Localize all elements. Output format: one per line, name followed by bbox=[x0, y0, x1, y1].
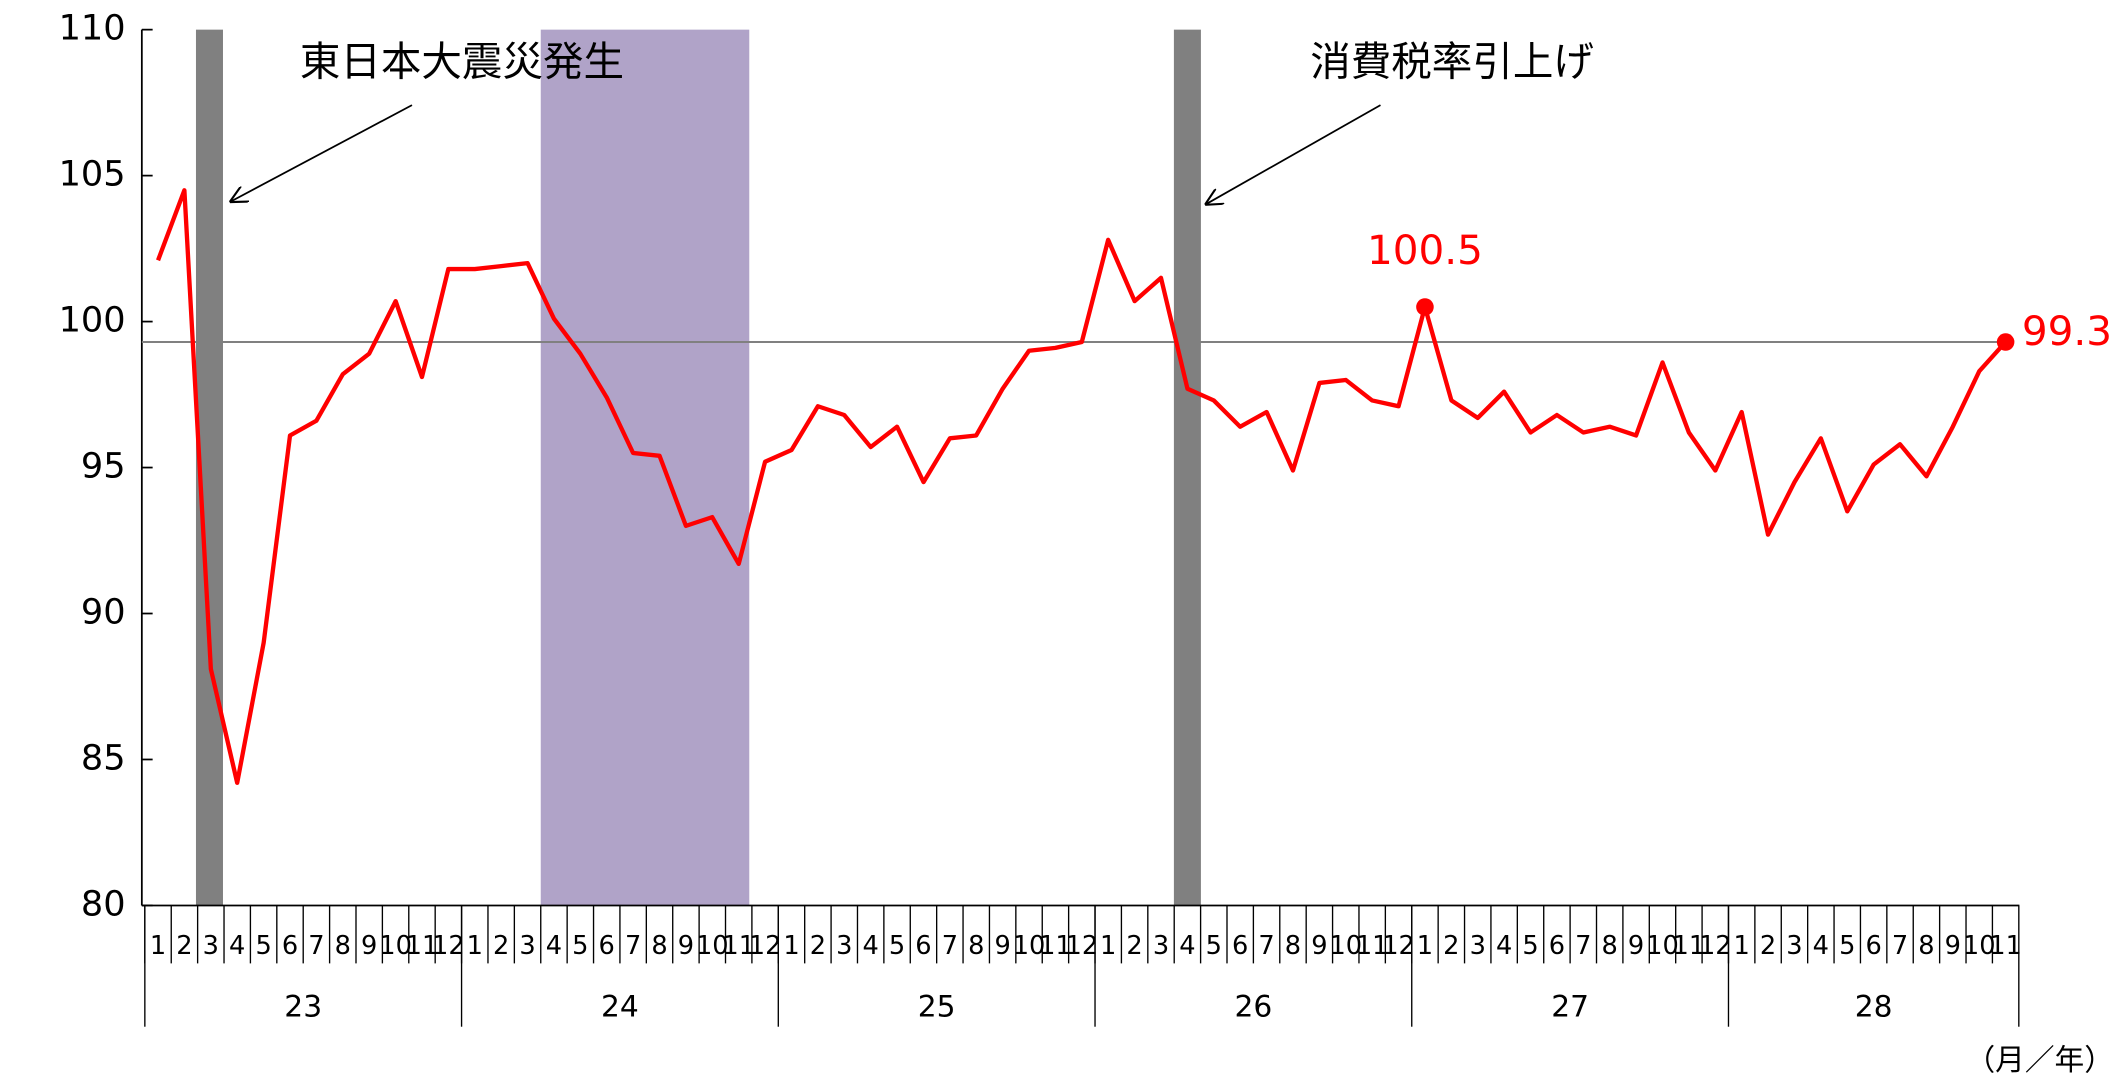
x-tick-label: 11 bbox=[722, 931, 755, 961]
x-tick-label: 9 bbox=[1628, 931, 1644, 961]
x-tick-label: 12 bbox=[1382, 931, 1415, 961]
x-tick-label: 3 bbox=[203, 931, 219, 961]
x-tick-label: 1 bbox=[467, 931, 483, 961]
x-tick-label: 10 bbox=[1329, 931, 1362, 961]
x-tick-label: 7 bbox=[625, 931, 641, 961]
x-tick-label: 9 bbox=[361, 931, 377, 961]
x-tick-label: 8 bbox=[1602, 931, 1618, 961]
x-tick-label: 7 bbox=[942, 931, 958, 961]
x-tick-label: 4 bbox=[546, 931, 562, 961]
y-tick-label: 80 bbox=[81, 883, 126, 924]
x-tick-label: 2 bbox=[1126, 931, 1142, 961]
shade bbox=[1173, 29, 1201, 906]
x-tick-label: 5 bbox=[1522, 931, 1538, 961]
x-tick-label: 10 bbox=[1963, 931, 1996, 961]
x-tick-label: 4 bbox=[229, 931, 245, 961]
y-tick-label: 90 bbox=[81, 592, 126, 633]
x-tick-label: 1 bbox=[783, 931, 799, 961]
x-tick-label: 5 bbox=[255, 931, 271, 961]
x-tick-label: 10 bbox=[1013, 931, 1046, 961]
x-tick-label: 11 bbox=[1673, 931, 1706, 961]
x-tick-label: 7 bbox=[1575, 931, 1591, 961]
point bbox=[1996, 333, 2015, 351]
x-tick-label: 12 bbox=[1066, 931, 1099, 961]
x-tick-label: 5 bbox=[572, 931, 588, 961]
x-tick-label: 8 bbox=[1285, 931, 1301, 961]
x-tick-label: 1 bbox=[1100, 931, 1116, 961]
x-tick-label: 4 bbox=[863, 931, 879, 961]
x-group-label: 28 bbox=[1855, 988, 1893, 1023]
x-tick-label: 7 bbox=[308, 931, 324, 961]
value-label: 99.3 bbox=[2022, 307, 2112, 355]
annotation: 消費税率引上げ bbox=[1310, 38, 1594, 86]
arrow bbox=[1205, 104, 1381, 205]
x-tick-label: 4 bbox=[1496, 931, 1512, 961]
annotation: 東日本大震災発生 bbox=[300, 38, 624, 86]
x-group-label: 27 bbox=[1551, 988, 1589, 1023]
x-axis-label: （月／年） bbox=[1965, 1042, 2113, 1077]
x-tick-label: 3 bbox=[519, 931, 535, 961]
x-group-label: 23 bbox=[284, 988, 322, 1023]
x-tick-label: 5 bbox=[1206, 931, 1222, 961]
y-tick-label: 100 bbox=[59, 300, 126, 341]
x-tick-label: 6 bbox=[599, 931, 615, 961]
x-tick-label: 1 bbox=[1417, 931, 1433, 961]
y-tick-label: 95 bbox=[81, 446, 126, 487]
x-tick-label: 12 bbox=[432, 931, 465, 961]
y-tick-label: 105 bbox=[59, 154, 126, 195]
x-tick-label: 3 bbox=[1470, 931, 1486, 961]
x-tick-label: 7 bbox=[1892, 931, 1908, 961]
x-tick-label: 4 bbox=[1813, 931, 1829, 961]
x-tick-label: 4 bbox=[1179, 931, 1195, 961]
x-tick-label: 9 bbox=[678, 931, 694, 961]
x-tick-label: 8 bbox=[1918, 931, 1934, 961]
x-tick-label: 8 bbox=[335, 931, 351, 961]
x-tick-label: 2 bbox=[1443, 931, 1459, 961]
x-tick-label: 8 bbox=[651, 931, 667, 961]
x-tick-label: 6 bbox=[1232, 931, 1248, 961]
x-tick-label: 1 bbox=[1734, 931, 1750, 961]
x-tick-label: 11 bbox=[1039, 931, 1072, 961]
x-tick-label: 8 bbox=[968, 931, 984, 961]
x-tick-label: 1 bbox=[150, 931, 166, 961]
x-tick-label: 3 bbox=[1153, 931, 1169, 961]
x-tick-label: 7 bbox=[1258, 931, 1274, 961]
x-tick-label: 10 bbox=[1646, 931, 1679, 961]
x-tick-label: 2 bbox=[1760, 931, 1776, 961]
x-tick-label: 11 bbox=[406, 931, 439, 961]
x-tick-label: 6 bbox=[915, 931, 931, 961]
y-tick-label: 110 bbox=[59, 8, 126, 49]
x-tick-label: 2 bbox=[810, 931, 826, 961]
point bbox=[1416, 298, 1434, 316]
x-tick-label: 12 bbox=[1699, 931, 1732, 961]
x-tick-label: 10 bbox=[379, 931, 412, 961]
x-tick-label: 10 bbox=[696, 931, 729, 961]
x-tick-label: 3 bbox=[1786, 931, 1802, 961]
line bbox=[156, 188, 2008, 785]
x-tick-label: 9 bbox=[994, 931, 1010, 961]
x-tick-label: 9 bbox=[1311, 931, 1327, 961]
x-group-label: 24 bbox=[601, 988, 639, 1023]
x-tick-label: 5 bbox=[889, 931, 905, 961]
shade bbox=[540, 29, 750, 906]
x-tick-label: 9 bbox=[1945, 931, 1961, 961]
x-group-label: 25 bbox=[918, 988, 956, 1023]
x-tick-label: 3 bbox=[836, 931, 852, 961]
x-tick-label: 6 bbox=[1865, 931, 1881, 961]
arrow bbox=[230, 104, 413, 202]
x-tick-label: 2 bbox=[176, 931, 192, 961]
x-tick-label: 6 bbox=[1549, 931, 1565, 961]
x-tick-label: 5 bbox=[1839, 931, 1855, 961]
shaded-periods bbox=[195, 29, 1201, 906]
x-tick-label: 12 bbox=[749, 931, 782, 961]
y-tick-label: 85 bbox=[81, 738, 126, 779]
value-label: 100.5 bbox=[1367, 226, 1483, 274]
x-tick-label: 6 bbox=[282, 931, 298, 961]
x-tick-label: 11 bbox=[1989, 931, 2022, 961]
x-group-label: 26 bbox=[1234, 988, 1272, 1023]
x-tick-label: 11 bbox=[1356, 931, 1389, 961]
x-tick-label: 2 bbox=[493, 931, 509, 961]
